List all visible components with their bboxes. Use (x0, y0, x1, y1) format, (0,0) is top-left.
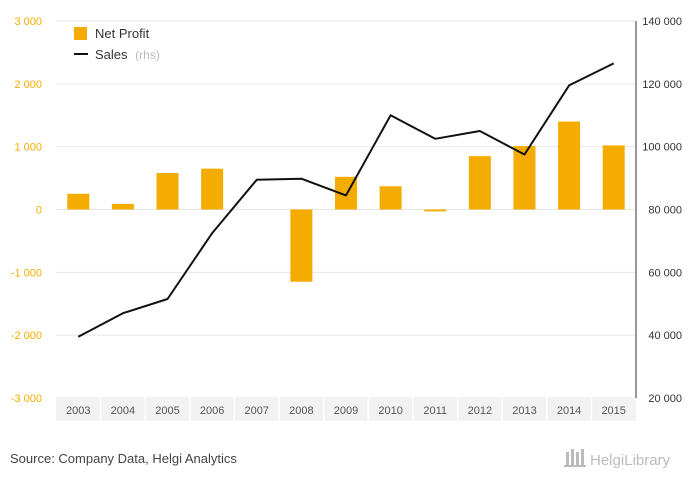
net-profit-bar (156, 173, 179, 210)
net-profit-bar (468, 156, 491, 210)
net-profit-bar (379, 186, 402, 210)
y-right-tick-label: 20 000 (648, 393, 682, 405)
x-tick-label: 2008 (289, 405, 313, 417)
net-profit-bar (513, 146, 536, 210)
x-tick-label: 2015 (601, 405, 625, 417)
legend-net-profit-label: Net Profit (95, 26, 150, 41)
y-left-tick-label: -1 000 (11, 267, 42, 279)
y-axis-right: 140 000 120 000 100 000 80 000 60 000 40 000 2… (635, 16, 682, 405)
y-left-tick-label: -2 000 (11, 330, 42, 342)
y-left-tick-label: 1 000 (14, 142, 42, 154)
y-right-tick-label: 40 000 (648, 330, 682, 342)
legend-sales-label: Sales (rhs) (95, 47, 160, 62)
logo-text: HelgiLibrary (590, 452, 671, 469)
y-axis-left: 3 000 2 000 1 000 0 -1 000 -2 000 -3 000 (11, 16, 42, 405)
legend-sales-suffix: (rhs) (135, 48, 160, 62)
net-profit-bar (424, 209, 447, 212)
x-axis: 2003 2004 2005 2006 2007 2008 2009 2010 2011 2012… (56, 398, 636, 421)
x-tick-label: 2009 (334, 405, 358, 417)
x-tick-label: 2013 (512, 405, 536, 417)
x-tick-label: 2005 (155, 405, 179, 417)
source-text: Source: Company Data, Helgi Analytics (10, 451, 237, 466)
x-tick-label: 2014 (557, 405, 581, 417)
net-profit-bar (290, 209, 313, 282)
x-tick-label: 2012 (468, 405, 492, 417)
y-right-tick-label: 120 000 (642, 79, 682, 91)
legend: Net Profit Sales (rhs) (74, 26, 160, 62)
net-profit-bar (67, 193, 90, 210)
sales-points (78, 63, 614, 337)
y-left-tick-label: 3 000 (14, 16, 42, 28)
x-tick-label: 2006 (200, 405, 224, 417)
net-profit-bar (558, 121, 581, 210)
y-left-tick-label: 2 000 (14, 79, 42, 91)
legend-net-profit-swatch (74, 27, 87, 40)
y-right-tick-label: 140 000 (642, 16, 682, 28)
x-tick-label: 2007 (245, 405, 269, 417)
x-tick-label: 2011 (423, 405, 447, 417)
y-right-tick-label: 100 000 (642, 142, 682, 154)
y-left-tick-label: -3 000 (11, 393, 42, 405)
net-profit-bar (602, 145, 625, 210)
net-profit-bar (111, 203, 134, 210)
x-tick-label: 2010 (378, 405, 402, 417)
y-right-tick-label: 80 000 (648, 205, 682, 217)
x-tick-label: 2003 (66, 405, 90, 417)
y-right-tick-label: 60 000 (648, 267, 682, 279)
net-profit-bar (201, 168, 224, 210)
y-left-tick-label: 0 (36, 205, 42, 217)
legend-sales-name: Sales (95, 47, 128, 62)
library-building-icon (564, 449, 586, 467)
x-tick-label: 2004 (111, 405, 135, 417)
helgi-library-logo: HelgiLibrary (564, 449, 671, 469)
net-profit-bars (67, 121, 625, 282)
x-axis-band (56, 398, 636, 421)
